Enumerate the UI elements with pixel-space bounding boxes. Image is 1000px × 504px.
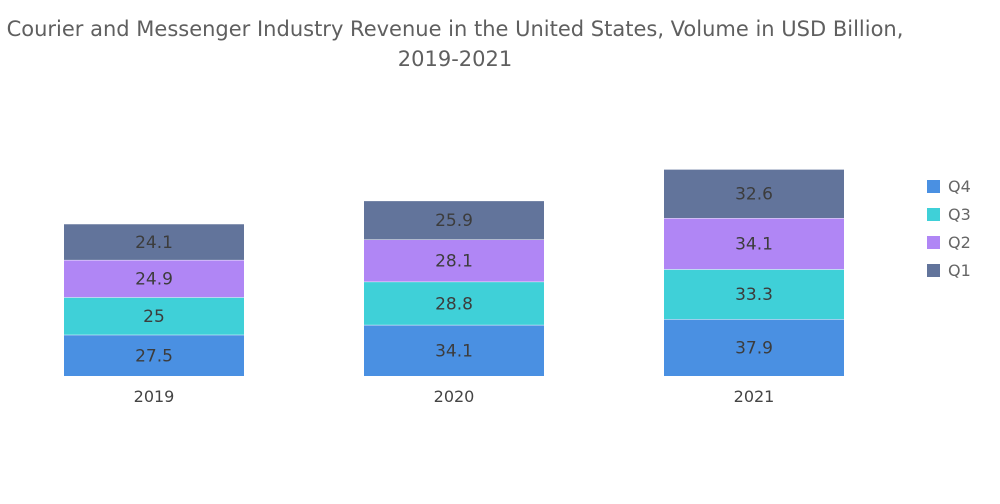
bar-2020-q3 <box>364 281 544 325</box>
chart-title: Courier and Messenger Industry Revenue i… <box>0 14 910 74</box>
legend-item-q3[interactable]: Q3 <box>927 205 971 224</box>
bar-2019-q3 <box>64 297 244 335</box>
legend: Q4 Q3 Q2 Q1 <box>927 177 971 280</box>
x-tick-label-2019: 2019 <box>134 387 175 406</box>
bar-2021-q1 <box>664 169 844 219</box>
x-tick-label-2021: 2021 <box>734 387 775 406</box>
legend-swatch-q2 <box>927 236 940 249</box>
bar-2020-q1 <box>364 200 544 240</box>
legend-item-q1[interactable]: Q1 <box>927 261 971 280</box>
legend-label-q3: Q3 <box>948 205 971 224</box>
data-label-2020-q2: 28.1 <box>435 252 473 272</box>
data-label-2020-q4: 34.1 <box>435 341 473 361</box>
bar-2021-q4 <box>664 319 844 376</box>
legend-label-q2: Q2 <box>948 233 971 252</box>
data-label-2019-q2: 24.9 <box>135 270 173 290</box>
legend-swatch-q3 <box>927 208 940 221</box>
legend-swatch-q1 <box>927 264 940 277</box>
bars-layer <box>64 168 844 376</box>
data-label-2021-q4: 37.9 <box>735 339 773 359</box>
data-label-2019-q4: 27.5 <box>135 346 173 366</box>
legend-item-q4[interactable]: Q4 <box>927 177 971 196</box>
bar-2019-q2 <box>64 259 244 298</box>
legend-label-q4: Q4 <box>948 177 971 196</box>
data-label-2019-q1: 24.1 <box>135 233 173 253</box>
chart-title-line-1: Courier and Messenger Industry Revenue i… <box>6 17 904 41</box>
data-label-2021-q1: 32.6 <box>735 185 773 205</box>
chart-title-line-2: 2019-2021 <box>397 47 513 71</box>
bar-2020-q2 <box>364 239 544 282</box>
data-label-2021-q3: 33.3 <box>735 285 773 305</box>
legend-swatch-q4 <box>927 180 940 193</box>
legend-item-q2[interactable]: Q2 <box>927 233 971 252</box>
legend-label-q1: Q1 <box>948 261 971 280</box>
bar-2021-q3 <box>664 269 844 320</box>
data-label-2021-q2: 34.1 <box>735 235 773 255</box>
bar-2019-q1 <box>64 223 244 260</box>
bar-2021-q2 <box>664 218 844 270</box>
data-label-2019-q3: 25 <box>143 307 165 327</box>
labels-layer: 27.5 25 24.9 24.1 2019 34.1 28.8 28.1 25.9 2020 37… <box>134 185 775 406</box>
data-label-2020-q3: 28.8 <box>435 294 473 314</box>
data-label-2020-q1: 25.9 <box>435 211 473 231</box>
x-tick-label-2020: 2020 <box>434 387 475 406</box>
bar-2020-q4 <box>364 324 544 376</box>
bar-2019-q4 <box>64 334 244 376</box>
